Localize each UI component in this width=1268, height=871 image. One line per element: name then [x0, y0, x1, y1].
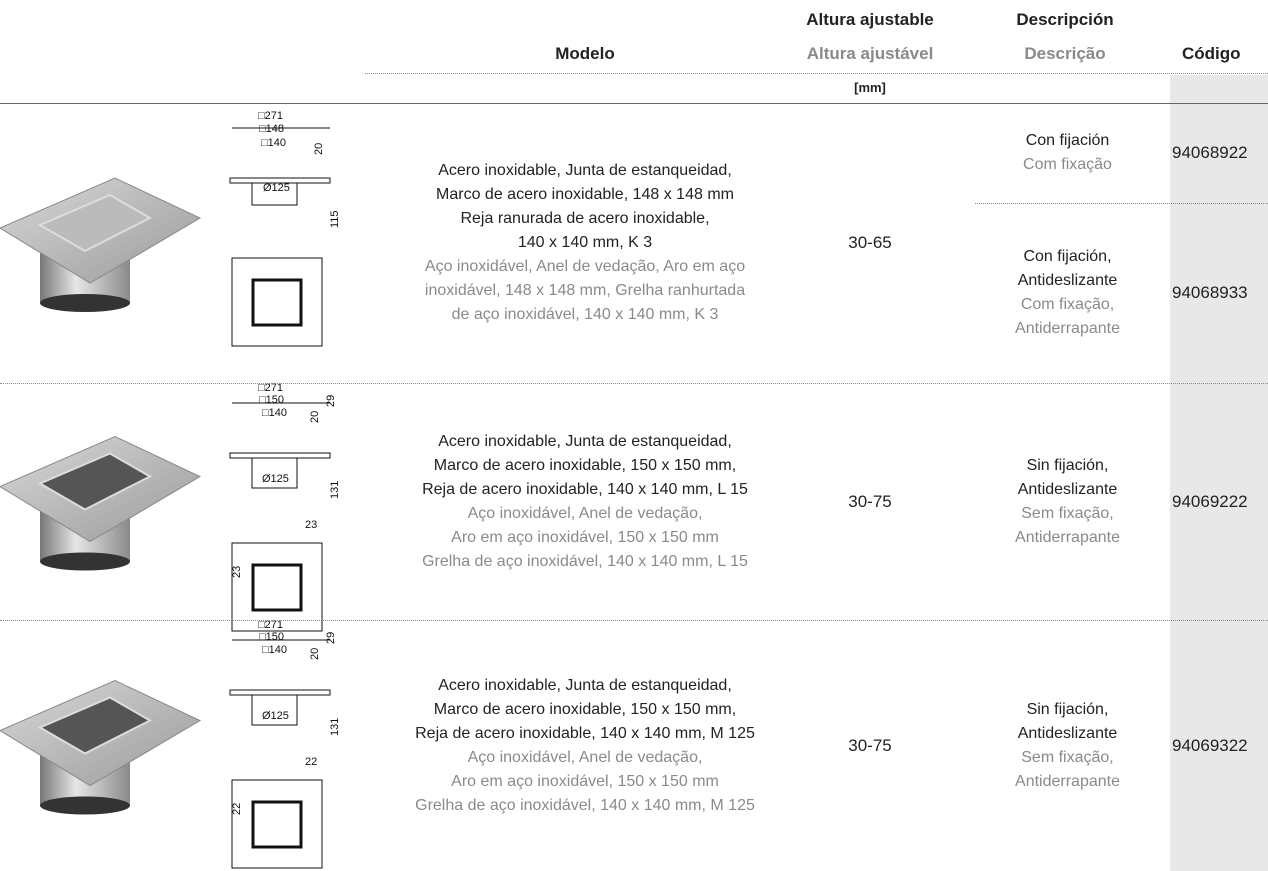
model-es-line: Acero inoxidable, Junta de estanqueidad,	[438, 432, 732, 450]
model-es-line: Reja de acero inoxidable, 140 x 140 mm, …	[415, 724, 755, 742]
photo-ring	[40, 294, 130, 312]
header-unit: [mm]	[854, 80, 886, 95]
description-pt: Com fixação	[1023, 156, 1112, 173]
description-es: Antideslizante	[1017, 724, 1118, 742]
header-altura: Altura ajustable	[806, 10, 934, 29]
height-range: 30-75	[848, 735, 892, 755]
description-pt: Antiderrapante	[1015, 320, 1120, 337]
height-range: 30-65	[848, 233, 892, 252]
photo-grate	[37, 452, 153, 511]
product-code: 94068922	[1172, 143, 1248, 162]
header-descripcion-pt: Descrição	[1024, 44, 1106, 63]
drawing-plan	[231, 779, 323, 869]
product-code: 94069322	[1172, 735, 1248, 755]
dimension-label: 131	[329, 718, 341, 736]
drawing-plan	[231, 542, 323, 632]
code-column-bg	[1170, 75, 1268, 871]
description-pt: Com fixação,	[1020, 296, 1115, 313]
dimension-label: Ø125	[263, 182, 290, 194]
dimension-label: 22	[231, 803, 243, 815]
dimension-label: Ø125	[262, 710, 289, 722]
description-es: Sin fijación,	[1026, 700, 1109, 718]
height-range: 30-75	[848, 491, 892, 511]
photo-grate	[37, 696, 153, 755]
dimension-label: □140	[262, 407, 287, 419]
description-pt: Sem fixação,	[1021, 748, 1114, 766]
model-pt-line: Aço inoxidável, Anel de vedação,	[467, 748, 703, 766]
model-pt-line: Aro em aço inoxidável, 150 x 150 mm	[451, 528, 719, 546]
header-codigo: Código	[1182, 44, 1241, 63]
row-divider	[0, 620, 1268, 621]
dimension-label: 29	[325, 395, 337, 407]
description-pt: Antiderrapante	[1015, 528, 1120, 546]
dimension-label: □140	[262, 644, 287, 656]
description-es: Antideslizante	[1017, 480, 1118, 498]
description-es: Sin fijación,	[1026, 456, 1109, 474]
variant-divider	[975, 203, 1268, 204]
dimension-label: □140	[261, 137, 286, 149]
model-pt-line: Aço inoxidável, Anel de vedação,	[467, 504, 703, 522]
photo-grate	[37, 193, 153, 253]
dimension-label: 115	[329, 210, 341, 228]
dimension-label: 20	[309, 648, 321, 660]
model-pt-line: de aço inoxidável, 140 x 140 mm, K 3	[451, 306, 719, 323]
dimension-label: □150	[259, 631, 284, 643]
header-descripcion: Descripción	[1016, 10, 1114, 29]
header-rule	[0, 103, 1268, 104]
product-code: 94069222	[1172, 491, 1248, 511]
dimension-label: □271	[258, 110, 283, 122]
dimension-label: 23	[231, 566, 243, 578]
description-es: Con fijación,	[1023, 248, 1112, 265]
drawing-body	[251, 457, 298, 489]
drawing-plan-grate	[251, 563, 303, 612]
dimension-label: 131	[329, 481, 341, 499]
row-divider	[0, 383, 1268, 384]
drawing-flange	[229, 452, 331, 459]
model-pt-line: Aro em aço inoxidável, 150 x 150 mm	[451, 772, 719, 790]
photo-ring	[40, 552, 130, 571]
header-modelo: Modelo	[555, 44, 615, 63]
model-pt-line: Grelha de aço inoxidável, 140 x 140 mm, …	[422, 552, 748, 570]
dimension-label: 22	[305, 756, 317, 768]
drawing-body	[251, 694, 298, 726]
model-es-line: Acero inoxidable, Junta de estanqueidad,	[438, 162, 732, 179]
model-es-line: Reja ranurada de acero inoxidable,	[460, 210, 710, 227]
dimension-label: 20	[309, 411, 321, 423]
header-altura-pt: Altura ajustável	[806, 44, 934, 63]
model-es-line: Acero inoxidable, Junta de estanqueidad,	[438, 676, 732, 694]
model-es-line: Reja de acero inoxidable, 140 x 140 mm, …	[422, 480, 748, 498]
model-es-line: Marco de acero inoxidable, 150 x 150 mm,	[433, 456, 737, 474]
dimension-label: □148	[259, 123, 284, 135]
description-es: Con fijación	[1025, 132, 1110, 149]
dimension-label: Ø125	[262, 473, 289, 485]
product-code: 94068933	[1172, 283, 1248, 302]
header-divider	[365, 73, 1268, 74]
dimension-label: 29	[325, 632, 337, 644]
description-pt: Sem fixação,	[1021, 504, 1114, 522]
drawing-flange	[229, 689, 331, 696]
drawing-plan-grate	[251, 278, 303, 327]
drawing-plan-grate	[251, 800, 303, 849]
drawing-body	[251, 182, 298, 206]
description-pt: Antiderrapante	[1015, 772, 1120, 790]
model-pt-line: Aço inoxidável, Anel de vedação, Aro em …	[424, 258, 746, 275]
model-pt-line: Grelha de aço inoxidável, 140 x 140 mm, …	[415, 796, 755, 814]
dimension-label: □150	[259, 394, 284, 406]
description-es: Antideslizante	[1017, 272, 1118, 289]
photo-ring	[40, 796, 130, 815]
model-pt-line: inoxidável, 148 x 148 mm, Grelha ranhurt…	[424, 282, 746, 299]
dimension-label: 23	[305, 519, 317, 531]
model-es-line: Marco de acero inoxidable, 150 x 150 mm,	[433, 700, 737, 718]
model-es-line: Marco de acero inoxidable, 148 x 148 mm	[436, 186, 734, 203]
model-es-line: 140 x 140 mm, K 3	[517, 234, 653, 251]
dimension-label: 20	[313, 143, 325, 155]
dimension-label: □271	[258, 619, 283, 631]
dimension-label: □271	[258, 382, 283, 394]
drawing-plan	[231, 257, 323, 347]
